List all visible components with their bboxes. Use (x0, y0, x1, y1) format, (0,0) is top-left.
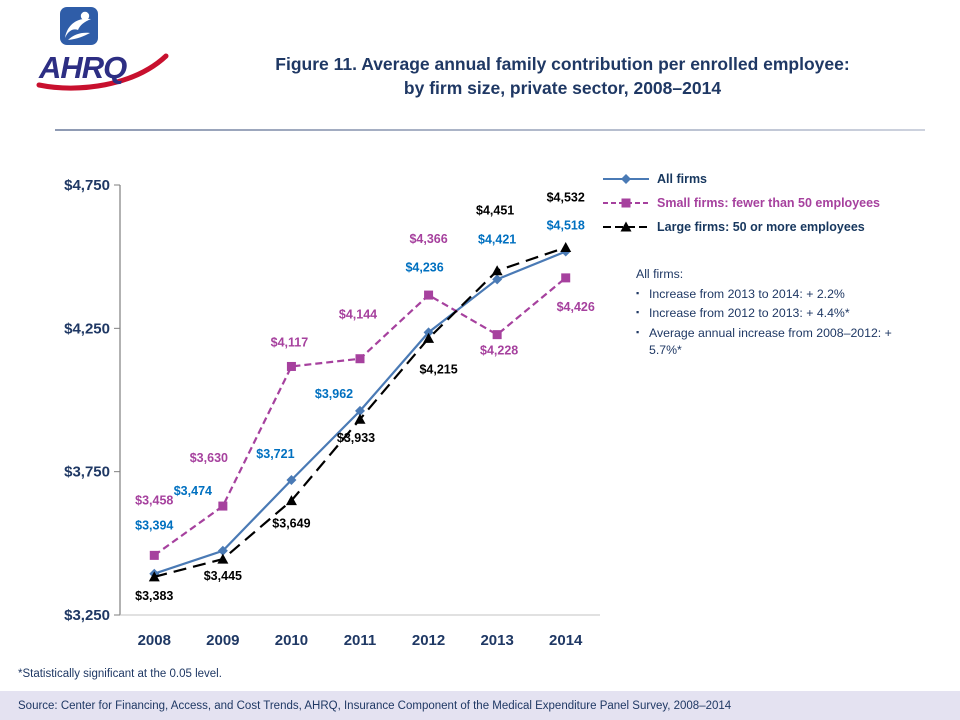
data-label: $4,451 (476, 204, 514, 218)
header-divider (55, 129, 925, 131)
ahrq-logo: AHRQ (36, 50, 169, 91)
source-bar: Source: Center for Financing, Access, an… (0, 691, 960, 720)
figure-title-line1: Figure 11. Average annual family contrib… (275, 54, 850, 74)
x-tick-label: 2010 (275, 632, 308, 649)
source-text: Source: Center for Financing, Access, an… (18, 699, 732, 712)
data-label: $4,144 (339, 308, 377, 322)
figure-title-line2: by firm size, private sector, 2008–2014 (403, 78, 722, 99)
data-label: $3,474 (174, 484, 212, 498)
series-triangle: $3,383 $3,445 $3,649 $3,933 $4,215 $4,451 $4,5… (135, 190, 585, 602)
diamond-legend-marker-icon (603, 174, 649, 184)
significance-note: *Statistically significant at the 0.05 l… (18, 668, 222, 680)
data-label: $4,215 (419, 362, 457, 376)
annotation-bullet: Increase from 2013 to 2014: + 2.2% (636, 286, 928, 303)
data-label: $3,962 (315, 387, 353, 401)
triangle-legend-marker-icon (603, 221, 649, 232)
agency-logo-block: AHRQ (36, 4, 186, 104)
annotation-list: Increase from 2013 to 2014: + 2.2% Incre… (636, 286, 928, 359)
x-tick-label: 2009 (206, 632, 239, 649)
data-label: $4,117 (271, 335, 309, 349)
figure-title: Figure 11. Average annual family contrib… (190, 52, 935, 100)
y-tick-label: $4,250 (64, 320, 110, 337)
data-label: $4,366 (409, 232, 447, 246)
axes: $3,250 $3,750 $4,250 $4,750 2008 2009 2010 2011… (64, 177, 600, 649)
legend-item: Large firms: 50 or more employees (602, 220, 880, 234)
series-square: $3,458 $3,630 $4,117 $4,144 $4,366 $4,228 $4,4… (135, 232, 595, 560)
data-label: $3,394 (135, 519, 173, 533)
y-tick-label: $3,750 (64, 464, 110, 481)
x-tick-label: 2012 (412, 632, 445, 649)
x-tick-label: 2014 (549, 632, 583, 649)
data-label: $3,458 (135, 493, 173, 507)
series-diamond: $3,394 $3,474 $3,721 $3,962 $4,236 $4,421 $4,5… (135, 219, 585, 579)
ahrq-logo-text: AHRQ (38, 50, 127, 85)
legend-label: Small firms: fewer than 50 employees (657, 196, 881, 210)
hhs-eagle-icon (60, 7, 98, 45)
square-legend-marker-icon (603, 198, 649, 208)
data-label: $3,933 (337, 431, 375, 445)
annotation-box: All firms: Increase from 2013 to 2014: +… (636, 266, 928, 361)
legend-label: Large firms: 50 or more employees (657, 220, 865, 234)
legend-label: All firms (657, 172, 708, 186)
data-label: $3,383 (135, 589, 173, 603)
data-label: $3,649 (272, 517, 310, 531)
data-label: $4,426 (557, 300, 595, 314)
data-label: $4,518 (547, 219, 585, 233)
data-label: $3,630 (190, 451, 228, 465)
data-label: $4,532 (547, 190, 585, 204)
line-chart: $3,250 $3,750 $4,250 $4,750 2008 2009 2010 2011… (64, 177, 600, 649)
legend-item: Small firms: fewer than 50 employees (602, 196, 880, 210)
legend-item: All firms (602, 172, 880, 186)
x-tick-label: 2011 (344, 632, 377, 649)
data-label: $4,228 (480, 344, 518, 358)
chart-legend: All firms Small firms: fewer than 50 empl… (602, 172, 880, 244)
annotation-heading: All firms: (636, 267, 684, 281)
annotation-bullet: Increase from 2012 to 2013: + 4.4%* (636, 305, 928, 322)
x-tick-label: 2013 (480, 632, 513, 649)
data-label: $3,445 (204, 569, 242, 583)
data-label: $3,721 (256, 447, 294, 461)
data-label: $4,421 (478, 232, 516, 246)
data-label: $4,236 (405, 260, 443, 274)
x-tick-label: 2008 (138, 632, 171, 649)
y-tick-label: $4,750 (64, 177, 110, 194)
annotation-bullet: Average annual increase from 2008–2012: … (636, 325, 928, 359)
y-tick-label: $3,250 (64, 607, 110, 624)
